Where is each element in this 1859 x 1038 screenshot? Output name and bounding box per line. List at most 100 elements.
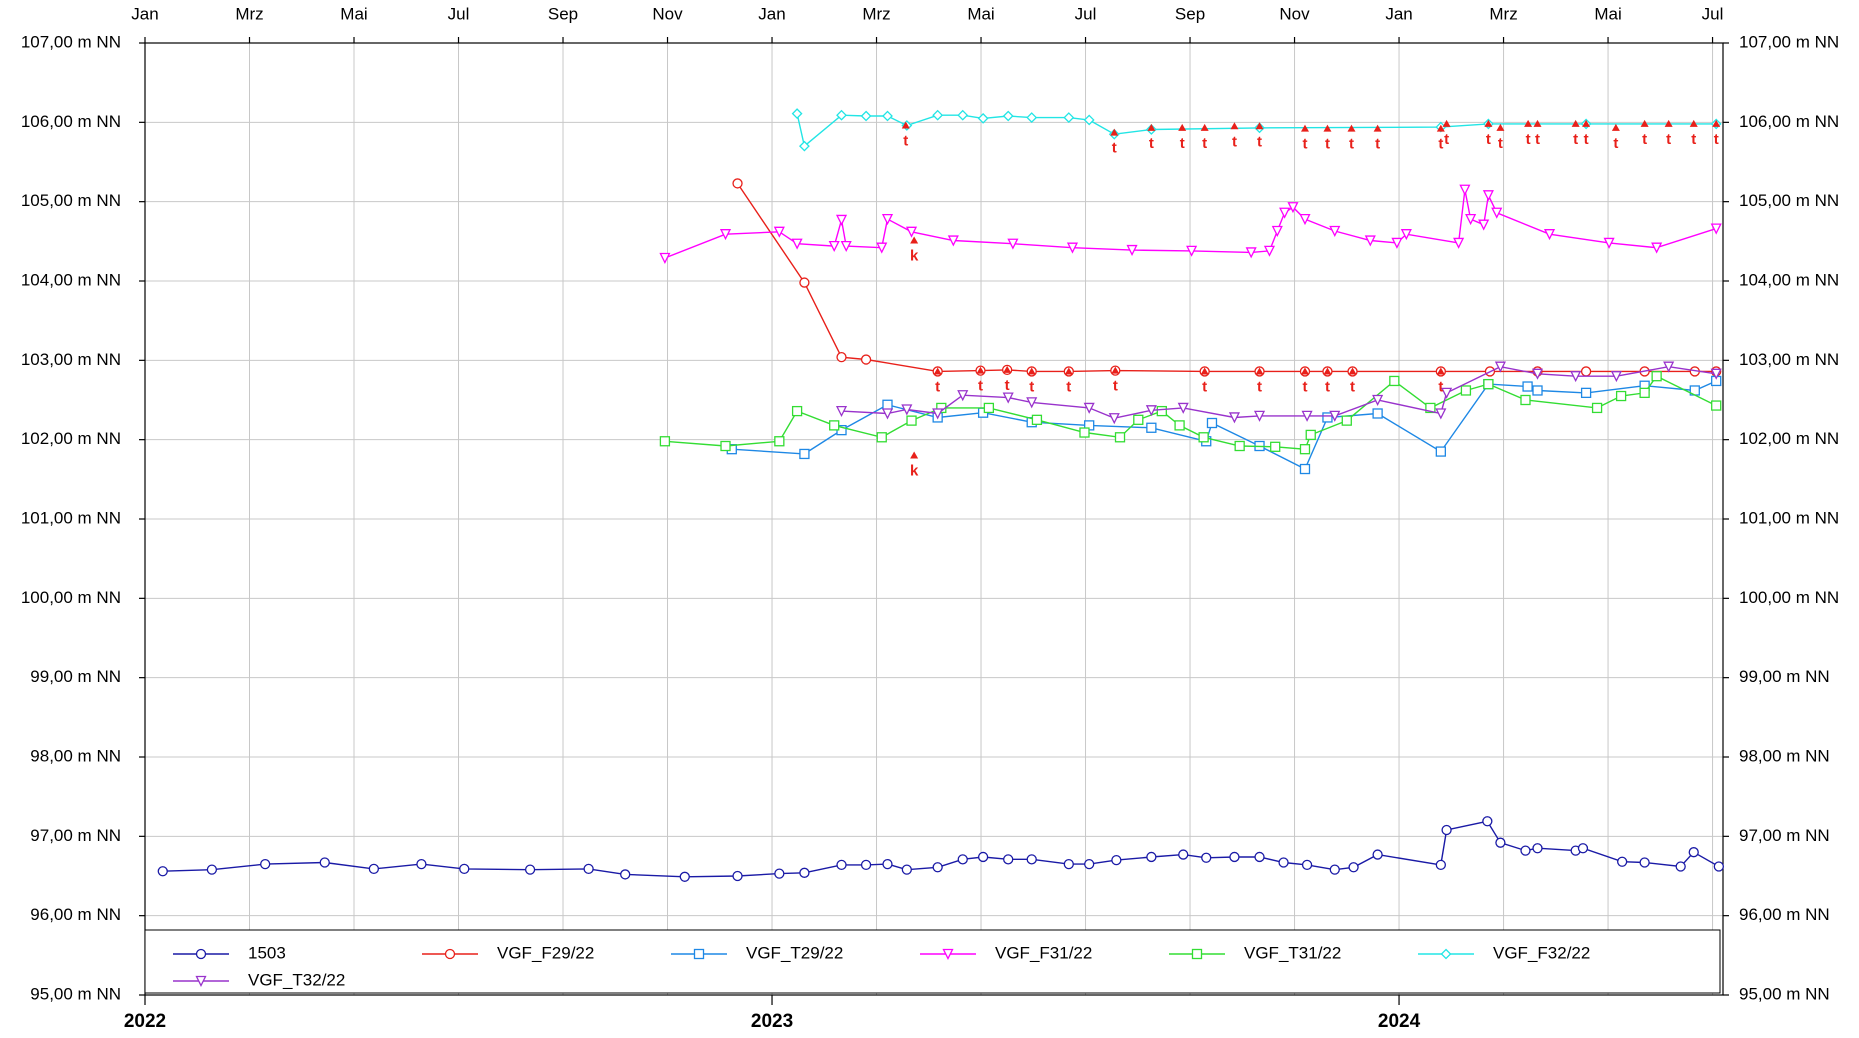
data-point [1460,385,1472,396]
annotation-marker [1178,123,1187,131]
annotation-label: t [1613,135,1618,152]
annotation-label: t [1180,135,1185,152]
data-point [1114,432,1126,443]
data-point [206,864,218,875]
annotation-marker [1436,367,1445,375]
annotation-marker [1230,122,1239,130]
data-point [1063,112,1075,123]
annotation-marker [1640,119,1649,127]
data-point [860,354,872,365]
data-point [1301,859,1313,871]
data-point [1229,851,1240,863]
data-point [1532,843,1543,854]
y2-tick-label: 95,00 m NN [1739,984,1830,1003]
data-point [1146,851,1157,863]
x2-tick-label: Mrz [1489,4,1517,23]
y2-tick-label: 106,00 m NN [1739,112,1839,131]
data-point [1663,361,1675,373]
data-point [882,858,893,870]
data-point [932,862,943,873]
annotation-marker [1571,119,1580,127]
y2-tick-label: 100,00 m NN [1739,588,1839,607]
legend-box [144,929,1721,994]
annotation-label: t [1257,133,1262,150]
data-point [1299,444,1311,455]
data-point [1201,852,1212,863]
annotation-label: t [1005,377,1010,394]
data-point [1522,381,1533,392]
data-point [881,213,894,226]
x2-tick-label: Mrz [862,4,890,23]
y-tick-label: 97,00 m NN [30,826,121,845]
y-tick-label: 100,00 m NN [21,588,121,607]
data-point [319,857,330,868]
data-point [1031,414,1043,425]
data-point [947,235,959,247]
data-point [1577,843,1589,854]
data-point [905,226,918,238]
data-point [1026,854,1037,865]
data-point [1483,378,1494,390]
y2-tick-label: 99,00 m NN [1739,667,1830,686]
data-point [774,436,785,447]
data-point [1270,441,1281,452]
data-point [876,242,888,254]
y-tick-label: 107,00 m NN [21,32,121,51]
annotation-marker [1255,367,1264,375]
data-point [1639,387,1650,399]
data-point [1329,225,1341,237]
data-point [1279,207,1291,219]
data-point [1198,432,1209,443]
data-point [983,402,995,414]
data-point [1348,862,1359,873]
annotation-label: t [1112,140,1117,157]
annotation-marker [1712,119,1721,127]
annotation-label: t [1526,131,1531,148]
legend-label: VGF_F32/22 [1493,943,1590,962]
data-point [932,408,944,420]
data-point [524,864,536,875]
annotation-marker [910,236,919,244]
data-point [1253,410,1266,422]
data-point [881,408,894,420]
data-point [1713,861,1724,872]
annotation-label: t [1486,131,1491,148]
annotation-marker [1484,119,1493,127]
data-point [1156,405,1167,417]
data-point [1520,845,1531,856]
data-point [1580,366,1592,377]
data-point [836,352,847,363]
data-point [583,863,594,875]
data-point [1299,213,1311,226]
data-point [1435,446,1446,457]
annotation-marker [1003,365,1012,373]
x2-tick-label: Jan [1385,4,1412,23]
data-point [901,864,912,875]
y2-tick-label: 98,00 m NN [1739,746,1830,765]
data-point [732,178,743,189]
annotation-marker [1200,367,1209,375]
annotation-label: t [1202,135,1207,152]
legend-label: VGF_T32/22 [248,970,345,989]
data-point [1206,417,1218,429]
x-tick-label: 2022 [124,1011,166,1032]
data-point [835,405,848,418]
y-tick-label: 102,00 m NN [21,429,121,448]
annotation-label: t [1113,378,1118,395]
data-point [719,229,732,241]
data-point [1465,213,1477,226]
y2-tick-label: 107,00 m NN [1739,32,1839,51]
data-point [774,868,785,879]
data-point [1688,847,1699,858]
data-point [1591,402,1603,414]
data-point [1639,857,1650,868]
data-point [840,240,852,253]
annotation-marker [1200,123,1209,131]
annotation-label: t [1498,135,1503,152]
data-point [1329,410,1341,422]
data-point [1026,397,1038,409]
y-tick-label: 101,00 m NN [21,508,121,527]
data-point [1543,229,1556,241]
data-point [1146,422,1157,433]
annotation-label: t [1232,133,1237,150]
